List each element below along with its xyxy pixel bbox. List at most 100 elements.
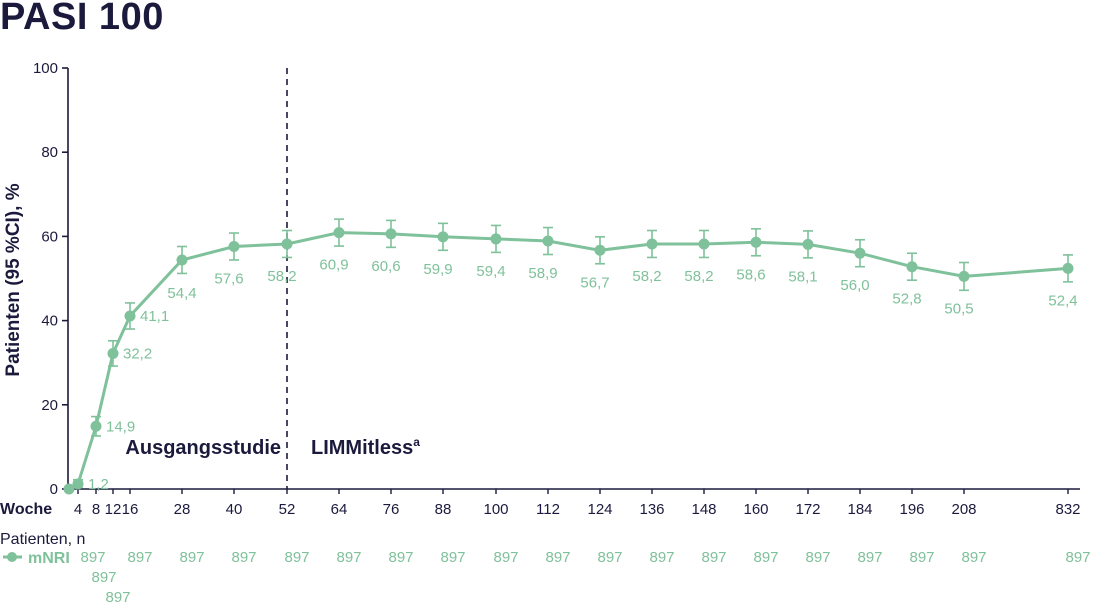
series-line-mnri [68, 231, 1069, 491]
x-tick-label: 52 [279, 501, 296, 518]
data-point [958, 270, 970, 282]
data-point [385, 228, 397, 240]
patient-count: 897 [857, 549, 882, 566]
patient-count: 897 [493, 549, 518, 566]
patient-count: 897 [701, 549, 726, 566]
value-label: 56,0 [840, 277, 869, 294]
x-tick-label: 148 [691, 501, 716, 518]
x-tick-label: 136 [639, 501, 664, 518]
patient-count: 897 [440, 549, 465, 566]
patient-count: 897 [1065, 549, 1090, 566]
value-label: 32,2 [123, 345, 152, 362]
data-points [63, 227, 1074, 495]
value-label: 50,5 [944, 300, 973, 317]
data-point [63, 483, 75, 495]
data-point [594, 244, 606, 256]
patient-count: 897 [545, 549, 570, 566]
x-tick-label: 112 [536, 501, 560, 518]
patient-count: 897 [127, 549, 152, 566]
patients-header: Patienten, n [0, 531, 85, 548]
x-tick-label: 832 [1055, 501, 1080, 518]
x-tick-label: 64 [331, 501, 348, 518]
data-point [542, 235, 554, 247]
data-point [228, 241, 240, 253]
data-point [490, 233, 502, 245]
patient-count: 897 [105, 589, 130, 603]
x-tick-label: 4 [74, 501, 82, 518]
value-label: 58,2 [267, 268, 296, 285]
value-label: 59,9 [423, 261, 452, 278]
patient-count: 897 [753, 549, 778, 566]
value-label: 54,4 [167, 285, 196, 302]
y-tick-label: 80 [41, 144, 58, 161]
phase-label-limmitless-text: LIMMitless [311, 437, 413, 459]
y-axis-label: Patienten (95 %CI), % [3, 183, 24, 376]
y-tick-label: 40 [41, 313, 58, 330]
x-tick-label: 16 [122, 501, 139, 518]
x-tick-label: 160 [743, 501, 768, 518]
value-label: 1,2 [88, 476, 109, 493]
x-tick-label: 172 [795, 501, 820, 518]
value-label: 58,1 [788, 268, 817, 285]
value-label: 58,2 [684, 268, 713, 285]
phase-label-ausgangsstudie: Ausgangsstudie [125, 437, 281, 459]
x-tick-label: 8 [92, 501, 100, 518]
data-point [333, 227, 345, 239]
value-label: 57,6 [214, 271, 243, 288]
patient-counts: 897 897 897 897 897 897 897 897 897 897 897 897 897 8… [80, 549, 1090, 603]
x-axis-label: Woche [0, 501, 52, 518]
patient-count: 897 [597, 549, 622, 566]
y-tick-label: 20 [41, 397, 58, 414]
chart-title: PASI 100 [0, 0, 164, 38]
y-tick-label: 100 [33, 60, 58, 77]
patient-count: 897 [961, 549, 986, 566]
x-axis: 4 8 12 16 28 40 52 64 76 88 100 112 124 136 148 160 172 1… [68, 488, 1081, 518]
data-point [124, 310, 136, 322]
patient-count: 897 [231, 549, 256, 566]
x-tick-label: 76 [383, 501, 400, 518]
x-tick-label: 100 [483, 501, 508, 518]
legend-mnri: mNRI [3, 550, 70, 567]
data-point [854, 247, 866, 259]
value-label: 60,9 [319, 257, 348, 274]
legend-label: mNRI [28, 550, 70, 567]
data-point [90, 420, 102, 432]
x-tick-label: 28 [174, 501, 191, 518]
x-tick-label: 196 [899, 501, 924, 518]
x-tick-label: 12 [105, 501, 122, 518]
value-labels: 1,2 14,9 32,2 41,1 54,4 57,6 58,2 60,9 60,6 59,9 5… [88, 257, 1078, 493]
data-point [698, 238, 710, 250]
value-label: 60,6 [371, 258, 400, 275]
x-tick-label: 124 [587, 501, 612, 518]
x-tick-label: 208 [951, 501, 976, 518]
value-label: 14,9 [106, 418, 135, 435]
value-label: 58,9 [528, 265, 557, 282]
value-label: 52,8 [892, 291, 921, 308]
data-point [72, 478, 84, 490]
patient-count: 897 [80, 549, 105, 566]
value-label: 58,6 [736, 266, 765, 283]
data-point [281, 238, 293, 250]
data-point [646, 238, 658, 250]
value-label: 52,4 [1048, 292, 1077, 309]
patient-count: 897 [909, 549, 934, 566]
x-tick-label: 88 [435, 501, 452, 518]
y-tick-label: 0 [50, 481, 58, 498]
patient-count: 897 [179, 549, 204, 566]
patient-count: 897 [805, 549, 830, 566]
data-point [107, 347, 119, 359]
data-point [176, 254, 188, 266]
phase-label-limmitless: LIMMitlessa [311, 435, 420, 459]
legend-marker [7, 552, 17, 562]
patient-count: 897 [284, 549, 309, 566]
patient-count: 897 [649, 549, 674, 566]
phase-label-superscript: a [413, 435, 420, 449]
value-label: 41,1 [140, 308, 169, 325]
data-point [1062, 262, 1074, 274]
data-point [750, 236, 762, 248]
data-point [437, 231, 449, 243]
x-tick-label: 40 [226, 501, 243, 518]
value-label: 58,2 [632, 268, 661, 285]
data-point [906, 261, 918, 273]
